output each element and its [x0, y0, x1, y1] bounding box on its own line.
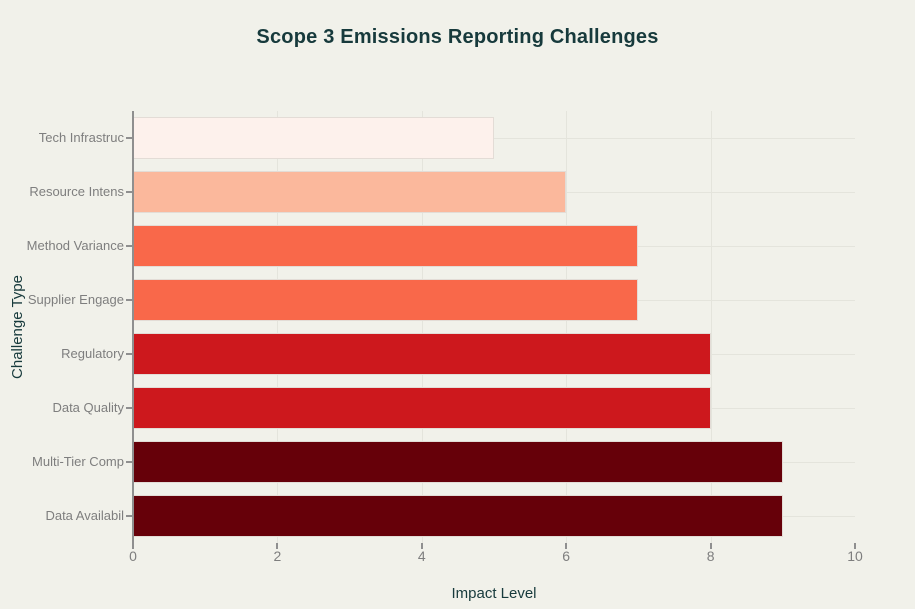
bar [133, 279, 639, 321]
horizontal-gridline [133, 138, 855, 139]
bar-row [126, 165, 855, 219]
vertical-gridline [421, 111, 423, 543]
category-label: Supplier Engage [27, 292, 124, 307]
y-tick-mark [126, 137, 133, 139]
y-axis-line [132, 111, 134, 543]
x-tick-label: 4 [417, 548, 426, 564]
bar-row [126, 381, 855, 435]
x-tick-label: 2 [273, 548, 282, 564]
x-tick-label: 10 [847, 548, 863, 564]
vertical-gridline [710, 111, 712, 543]
x-tick-label: 8 [706, 548, 715, 564]
bar [133, 171, 567, 213]
bar [133, 333, 711, 375]
x-tick-mark [420, 543, 423, 549]
plot-area [126, 111, 856, 549]
y-axis-title: Challenge Type [9, 275, 26, 379]
x-tick-mark [132, 543, 134, 549]
x-tick-mark [709, 543, 712, 549]
bar-row [126, 435, 855, 489]
y-tick-mark [126, 407, 133, 409]
bar-row [126, 489, 855, 543]
bar [133, 495, 783, 537]
chart-title: Scope 3 Emissions Reporting Challenges [256, 26, 659, 48]
bar-row [126, 273, 855, 327]
category-label: Resource Intens [29, 184, 124, 199]
category-label: Regulatory [61, 346, 124, 361]
x-tick-mark [565, 543, 568, 549]
bar [133, 225, 639, 267]
vertical-gridline [566, 111, 568, 543]
category-label: Tech Infrastruc [38, 130, 124, 145]
y-tick-mark [126, 245, 133, 247]
bar [133, 441, 783, 483]
x-tick-label: 0 [129, 548, 137, 564]
x-tick-mark [854, 543, 856, 549]
x-axis-title: Impact Level [451, 585, 537, 602]
y-tick-mark [126, 461, 133, 463]
category-label: Multi-Tier Comp [32, 454, 124, 469]
category-label: Data Quality [52, 400, 124, 415]
bar-row [126, 327, 855, 381]
bar [133, 387, 711, 429]
x-tick-label: 6 [562, 548, 571, 564]
bar-row [126, 219, 855, 273]
y-tick-mark [126, 353, 133, 355]
bar [133, 117, 494, 159]
x-tick-mark [276, 543, 279, 549]
y-tick-mark [126, 515, 133, 517]
vertical-gridline [277, 111, 279, 543]
category-label: Data Availabil [45, 508, 124, 523]
y-tick-mark [126, 191, 133, 193]
category-label: Method Variance [26, 238, 124, 253]
bar-row [126, 111, 855, 165]
y-tick-mark [126, 299, 133, 301]
